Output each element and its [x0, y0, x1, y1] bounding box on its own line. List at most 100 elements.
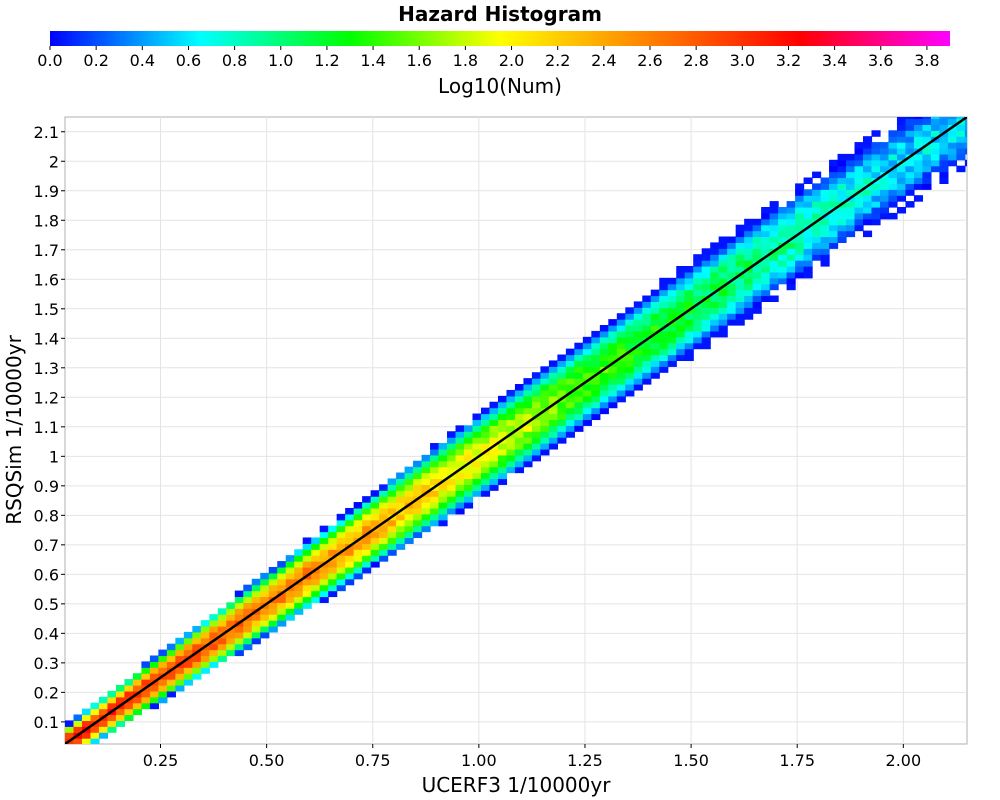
heatmap-cell	[370, 507, 380, 515]
heatmap-cell	[582, 366, 592, 373]
heatmap-cell	[472, 448, 482, 456]
heatmap-cell	[98, 732, 109, 739]
heatmap-cell	[812, 189, 822, 196]
heatmap-cell	[616, 348, 626, 356]
heatmap-cell	[744, 260, 754, 267]
heatmap-cell	[599, 360, 609, 367]
heatmap-cell	[489, 454, 499, 462]
heatmap-cell	[464, 496, 474, 503]
heatmap-cell	[616, 330, 626, 338]
heatmap-cell	[879, 212, 890, 220]
heatmap-cell	[514, 419, 525, 426]
heatmap-cell	[260, 584, 270, 592]
heatmap-cell	[964, 124, 967, 131]
heatmap-cell	[73, 738, 83, 744]
heatmap-cell	[608, 354, 618, 362]
heatmap-cell	[243, 625, 253, 633]
heatmap-cell	[599, 330, 609, 338]
heatmap-cell	[812, 171, 822, 179]
heatmap-cell	[582, 360, 592, 367]
heatmap-cell	[65, 732, 75, 739]
heatmap-cell	[633, 336, 643, 344]
heatmap-cell	[718, 319, 728, 326]
heatmap-cell	[616, 378, 626, 385]
heatmap-cell	[455, 437, 465, 444]
heatmap-cell	[319, 537, 329, 544]
heatmap-cell	[642, 360, 652, 367]
heatmap-cell	[871, 183, 881, 190]
heatmap-cell	[769, 271, 779, 279]
heatmap-cell	[217, 625, 227, 633]
heatmap-cell	[591, 407, 601, 415]
heatmap-cell	[922, 136, 932, 143]
heatmap-cell	[896, 165, 907, 173]
heatmap-cell	[158, 696, 168, 704]
heatmap-cell	[277, 561, 287, 568]
heatmap-cell	[710, 242, 720, 249]
heatmap-cell	[829, 177, 839, 184]
heatmap-cell	[319, 572, 329, 580]
heatmap-cell	[506, 413, 516, 421]
colorbar-label: Log10(Num)	[438, 74, 562, 98]
heatmap-cell	[514, 389, 525, 397]
heatmap-cell	[455, 448, 465, 456]
heatmap-cell	[803, 201, 813, 208]
heatmap-cell	[548, 431, 558, 438]
heatmap-cell	[947, 159, 957, 167]
heatmap-cell	[863, 218, 873, 226]
heatmap-cell	[727, 307, 737, 314]
heatmap-cell	[693, 283, 703, 291]
heatmap-cell	[837, 206, 847, 214]
heatmap-cell	[404, 466, 414, 474]
heatmap-cell	[302, 596, 312, 603]
heatmap-cell	[888, 177, 898, 184]
heatmap-cell	[379, 543, 389, 550]
heatmap-cell	[328, 549, 338, 556]
heatmap-cell	[336, 555, 346, 562]
heatmap-cell	[523, 378, 533, 385]
heatmap-cell	[209, 614, 219, 621]
heatmap-cell	[438, 466, 448, 474]
heatmap-cell	[294, 584, 304, 592]
heatmap-cell	[710, 307, 720, 314]
heatmap-cell	[930, 147, 941, 155]
heatmap-cell	[625, 319, 635, 326]
heatmap-cell	[676, 289, 686, 297]
heatmap-cell	[837, 230, 847, 238]
heatmap-cell	[913, 177, 924, 184]
heatmap-cell	[285, 590, 295, 598]
heatmap-cell	[854, 177, 864, 184]
heatmap-cell	[531, 448, 542, 456]
heatmap-cell	[387, 502, 397, 509]
heatmap-cell	[523, 401, 533, 409]
heatmap-cell	[727, 236, 737, 243]
heatmap-cell	[149, 667, 159, 674]
heatmap-cell	[540, 419, 550, 426]
heatmap-cell	[786, 206, 796, 214]
heatmap-cell	[531, 401, 542, 409]
heatmap-cell	[175, 667, 185, 674]
heatmap-cell	[540, 366, 550, 373]
heatmap-cell	[565, 348, 575, 356]
heatmap-cell	[922, 171, 932, 179]
heatmap-cell	[497, 401, 508, 409]
heatmap-cell	[837, 195, 847, 202]
heatmap-cell	[251, 596, 261, 603]
heatmap-cell	[243, 590, 253, 598]
heatmap-cell	[166, 684, 176, 692]
heatmap-cell	[803, 242, 813, 249]
heatmap-cell	[192, 673, 202, 680]
heatmap-cell	[234, 631, 244, 639]
colorbar-tick-label: 1.4	[360, 51, 385, 70]
heatmap-cell	[362, 555, 372, 562]
heatmap-cell	[396, 543, 406, 550]
heatmap-cell	[523, 448, 533, 456]
heatmap-cell	[260, 614, 270, 621]
heatmap-cell	[175, 673, 185, 680]
heatmap-cell	[540, 413, 550, 421]
heatmap-cell	[888, 159, 898, 167]
heatmap-cell	[888, 171, 898, 179]
heatmap-cell	[430, 472, 440, 480]
heatmap-cell	[362, 519, 372, 527]
heatmap-cell	[336, 531, 346, 539]
